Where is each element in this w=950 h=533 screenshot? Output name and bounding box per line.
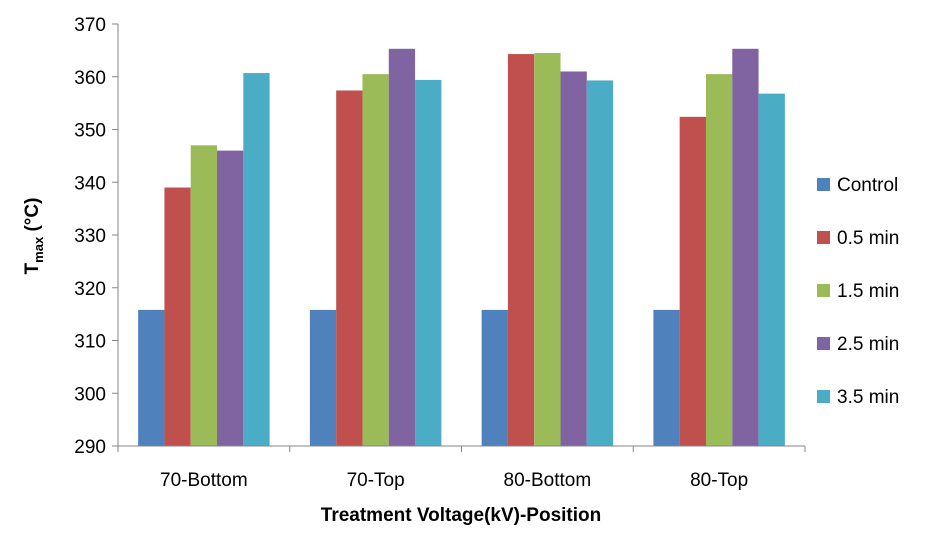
x-tick-label: 80-Bottom <box>504 470 592 491</box>
legend-label: 2.5 min <box>837 334 899 355</box>
y-tick-label: 290 <box>74 437 106 458</box>
bar-70-bottom-1-5-min <box>190 145 218 446</box>
bar-70-bottom-control <box>138 309 165 446</box>
bar-80-bottom-2-5-min <box>560 71 587 446</box>
legend: Control 0.5 min 1.5 min 2.5 min 3.5 min <box>817 175 899 408</box>
y-axis-title: Tmax (°C) <box>22 198 46 275</box>
x-tick-label: 80-Top <box>690 470 748 491</box>
bars-group <box>138 48 785 447</box>
legend-swatch <box>817 178 830 191</box>
bar-70-bottom-2-5-min <box>217 150 244 446</box>
bar-80-top-3-5-min <box>758 93 785 446</box>
legend-label: 0.5 min <box>837 228 899 249</box>
bar-70-bottom-0-5-min <box>164 187 191 446</box>
bar-70-bottom-3-5-min <box>243 73 270 446</box>
bar-80-bottom-control <box>481 309 508 446</box>
y-tick-label: 370 <box>74 15 106 36</box>
bar-70-top-2-5-min <box>388 48 416 446</box>
y-tick-label: 330 <box>74 226 106 247</box>
y-tick-label: 320 <box>74 279 106 300</box>
legend-swatch <box>817 284 830 297</box>
bar-80-top-0-5-min <box>679 116 706 446</box>
y-tick-label: 340 <box>74 173 106 194</box>
legend-label: 3.5 min <box>837 387 899 408</box>
bar-80-top-control <box>653 309 680 446</box>
legend-label: 1.5 min <box>837 281 899 302</box>
x-tick-labels: 70-Bottom 70-Top 80-Bottom 80-Top <box>117 446 806 491</box>
bar-70-top-1-5-min <box>362 74 389 447</box>
y-tick-labels: 290 300 310 320 330 340 350 360 370 <box>74 15 118 458</box>
y-tick-label: 360 <box>74 68 106 89</box>
bar-80-bottom-1-5-min <box>534 53 561 446</box>
bar-70-top-control <box>309 309 337 446</box>
legend-swatch <box>817 390 830 403</box>
y-axis-title-main: T <box>22 262 43 274</box>
x-axis-title: Treatment Voltage(kV)-Position <box>321 505 601 526</box>
x-tick-label: 70-Bottom <box>160 470 248 491</box>
bar-80-bottom-0-5-min <box>507 54 535 446</box>
bar-80-top-2-5-min <box>732 48 759 446</box>
y-tick-label: 350 <box>74 121 106 142</box>
legend-swatch <box>817 337 830 350</box>
legend-swatch <box>817 231 830 244</box>
legend-label: Control <box>837 175 898 196</box>
bar-70-top-3-5-min <box>415 79 442 447</box>
y-tick-label: 300 <box>74 384 106 405</box>
bar-70-top-0-5-min <box>336 90 363 446</box>
bar-80-top-1-5-min <box>705 74 733 447</box>
y-tick-label: 310 <box>74 332 106 353</box>
y-axis-title-subscript: max <box>31 236 46 263</box>
x-tick-label: 70-Top <box>347 470 405 491</box>
y-axis-title-unit: (°C) <box>22 198 43 237</box>
bar-80-bottom-3-5-min <box>586 80 614 446</box>
